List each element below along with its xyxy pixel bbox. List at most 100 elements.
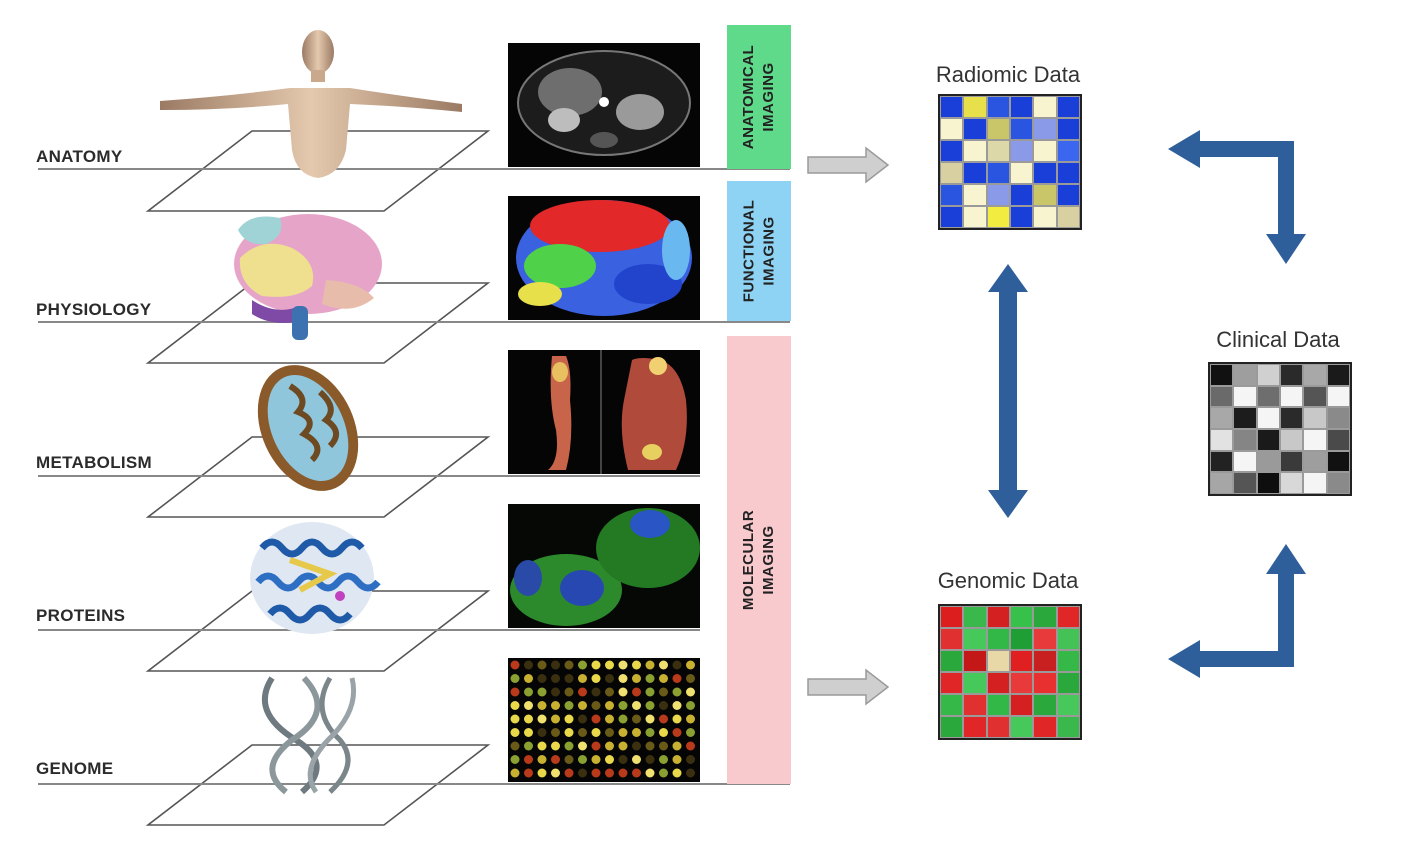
genomic-cell xyxy=(1010,694,1034,716)
molecular-imaging-band: MOLECULAR IMAGING xyxy=(727,336,791,784)
clinical-data-title: Clinical Data xyxy=(1216,327,1340,352)
radiomic-cell xyxy=(1010,184,1034,206)
genomic-cell xyxy=(1033,628,1057,650)
genomic-cell xyxy=(1033,694,1057,716)
ct-scan-image xyxy=(508,43,700,167)
fluorescent-cells-image xyxy=(508,504,700,628)
clinical-to-radiomic-arrow xyxy=(1168,130,1306,264)
clinical-data-matrix xyxy=(1208,362,1352,496)
genomic-cell xyxy=(986,628,1010,650)
genomic-cell xyxy=(1033,650,1057,672)
radiomic-cell xyxy=(940,162,964,184)
human-body-icon xyxy=(160,30,462,178)
clinical-cell xyxy=(1326,450,1350,473)
clinical-cell xyxy=(1256,407,1280,429)
genomic-cell xyxy=(1033,672,1057,694)
radiomic-cell xyxy=(1033,206,1057,228)
radiomic-cell xyxy=(963,96,987,118)
radiomic-genomic-double-arrow xyxy=(988,264,1028,518)
anatomical-imaging-label: ANATOMICAL IMAGING xyxy=(740,44,777,150)
genomic-cell xyxy=(940,716,964,738)
clinical-cell xyxy=(1303,385,1327,408)
level-label-proteins: PROTEINS xyxy=(36,606,126,625)
radiomic-cell xyxy=(940,140,964,162)
radiomic-cell xyxy=(1056,184,1080,206)
clinical-cell xyxy=(1303,364,1327,386)
radiomic-cell xyxy=(986,206,1010,228)
radiomic-cell xyxy=(1056,140,1080,162)
radiomic-cell xyxy=(1056,118,1080,140)
radiomic-cell xyxy=(1056,162,1080,184)
clinical-cell xyxy=(1303,407,1327,429)
radiomic-cell xyxy=(1010,140,1034,162)
functional-imaging-label: FUNCTIONAL IMAGING xyxy=(740,199,777,303)
level-proteins xyxy=(38,504,700,672)
radiomic-cell xyxy=(1056,206,1080,228)
genomic-cell xyxy=(1033,606,1057,628)
clinical-cell xyxy=(1256,385,1280,408)
clinical-cell xyxy=(1233,364,1257,386)
radiomic-cell xyxy=(1033,162,1057,184)
genomic-cell xyxy=(986,672,1010,694)
functional-brain-map-image xyxy=(508,196,700,320)
radiomic-cell xyxy=(940,118,964,140)
clinical-cell xyxy=(1210,364,1234,386)
radiomic-cell xyxy=(1033,96,1057,118)
genomic-cell xyxy=(963,694,987,716)
clinical-cell xyxy=(1233,472,1257,494)
radiomic-cell xyxy=(940,206,964,228)
clinical-cell xyxy=(1210,385,1234,408)
radiomic-cell xyxy=(963,118,987,140)
genomic-cell xyxy=(1056,672,1080,694)
level-label-physiology: PHYSIOLOGY xyxy=(36,300,152,319)
functional-imaging-band: FUNCTIONAL IMAGING xyxy=(727,181,791,321)
clinical-cell xyxy=(1256,450,1280,473)
clinical-cell xyxy=(1326,385,1350,408)
radiomic-cell xyxy=(986,140,1010,162)
clinical-cell xyxy=(1326,472,1350,494)
clinical-cell xyxy=(1256,428,1280,451)
brain-icon xyxy=(234,214,382,340)
genomic-cell xyxy=(963,716,987,738)
clinical-cell xyxy=(1280,472,1304,494)
clinical-cell xyxy=(1280,385,1304,408)
clinical-cell xyxy=(1256,472,1280,494)
genomic-cell xyxy=(1010,716,1034,738)
radiomic-cell xyxy=(1033,184,1057,206)
dna-helix-icon xyxy=(261,675,357,795)
radiomic-cell xyxy=(1010,206,1034,228)
genomic-cell xyxy=(963,672,987,694)
genomic-cell xyxy=(1033,716,1057,738)
clinical-cell xyxy=(1280,407,1304,429)
clinical-cell xyxy=(1233,450,1257,473)
clinical-cell xyxy=(1303,428,1327,451)
level-label-metabolism: METABOLISM xyxy=(36,453,153,472)
clinical-cell xyxy=(1326,428,1350,451)
clinical-cell xyxy=(1280,450,1304,473)
genomic-cell xyxy=(986,694,1010,716)
clinical-cell xyxy=(1210,472,1234,494)
clinical-cell xyxy=(1210,428,1234,451)
radiomic-cell xyxy=(1010,118,1034,140)
clinical-cell xyxy=(1280,364,1304,386)
radiomic-cell xyxy=(940,96,964,118)
genomic-cell xyxy=(940,694,964,716)
genomic-cell xyxy=(940,672,964,694)
genomic-cell xyxy=(1056,716,1080,738)
radiomic-cell xyxy=(986,96,1010,118)
radiomic-cell xyxy=(1010,96,1034,118)
radiomic-cell xyxy=(986,184,1010,206)
level-physiology xyxy=(38,196,790,364)
genomic-data-title: Genomic Data xyxy=(937,568,1079,593)
clinical-cell xyxy=(1233,385,1257,408)
genomic-cell xyxy=(1056,628,1080,650)
clinical-cell xyxy=(1326,407,1350,429)
genomic-cell xyxy=(963,650,987,672)
level-metabolism xyxy=(38,350,700,518)
genomic-cell xyxy=(1010,672,1034,694)
radiomic-cell xyxy=(963,206,987,228)
genomic-cell xyxy=(963,628,987,650)
genomic-cell xyxy=(940,628,964,650)
genomic-cell xyxy=(986,650,1010,672)
